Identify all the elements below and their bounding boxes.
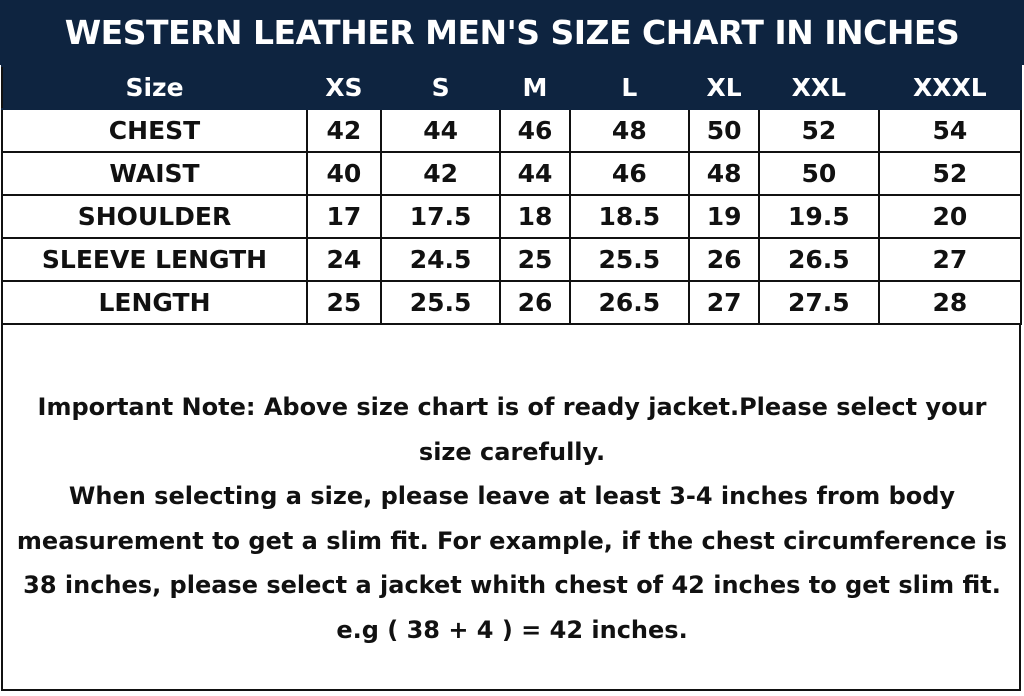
table-cell: 42: [306, 108, 382, 153]
table-cell: 26.5: [758, 237, 880, 282]
table-cell: 52: [877, 151, 1023, 196]
table-row: CHEST 42 44 46 48 50 52 54: [1, 108, 1023, 153]
table-cell: 40: [306, 151, 382, 196]
row-label: SLEEVE LENGTH: [1, 237, 308, 282]
column-header: XS: [306, 65, 382, 110]
size-table: Size XS S M L XL XXL XXXL CHEST 42 44 46 48 50 52 54 WA…: [1, 65, 1023, 325]
table-cell: 25: [499, 237, 571, 282]
table-cell: 26: [499, 280, 571, 325]
table-cell: 42: [379, 151, 502, 196]
table-row: WAIST 40 42 44 46 48 50 52: [1, 151, 1023, 196]
row-label: CHEST: [1, 108, 308, 153]
table-cell: 46: [499, 108, 571, 153]
table-cell: 48: [688, 151, 761, 196]
table-cell: 27: [688, 280, 761, 325]
table-cell: 25.5: [568, 237, 691, 282]
table-cell: 44: [379, 108, 502, 153]
column-header: XL: [688, 65, 761, 110]
row-label: WAIST: [1, 151, 308, 196]
row-label: SHOULDER: [1, 194, 308, 239]
table-cell: 19.5: [758, 194, 880, 239]
table-cell: 19: [688, 194, 761, 239]
table-cell: 52: [758, 108, 880, 153]
note-line-3: e.g ( 38 + 4 ) = 42 inches.: [336, 615, 688, 644]
table-cell: 25.5: [379, 280, 502, 325]
note-line-2: When selecting a size, please leave at l…: [16, 482, 1008, 599]
column-header: L: [568, 65, 691, 110]
table-cell: 54: [877, 108, 1023, 153]
table-cell: 18: [499, 194, 571, 239]
table-cell: 20: [877, 194, 1023, 239]
table-cell: 44: [499, 151, 571, 196]
table-header-row: Size XS S M L XL XXL XXXL: [1, 65, 1023, 110]
note-line-1: Important Note: Above size chart is of r…: [37, 393, 987, 466]
table-row: LENGTH 25 25.5 26 26.5 27 27.5 28: [1, 280, 1023, 325]
page-title: WESTERN LEATHER MEN'S SIZE CHART IN INCH…: [0, 0, 1024, 65]
table-cell: 17.5: [379, 194, 502, 239]
important-note: Important Note: Above size chart is of r…: [0, 385, 1024, 652]
table-cell: 27: [877, 237, 1023, 282]
table-cell: 50: [688, 108, 761, 153]
table-cell: 18.5: [568, 194, 691, 239]
table-cell: 50: [758, 151, 880, 196]
table-row: SLEEVE LENGTH 24 24.5 25 25.5 26 26.5 27: [1, 237, 1023, 282]
column-header: Size: [1, 65, 308, 110]
table-cell: 48: [568, 108, 691, 153]
table-cell: 25: [306, 280, 382, 325]
column-header: XXXL: [877, 65, 1023, 110]
table-cell: 46: [568, 151, 691, 196]
table-cell: 24: [306, 237, 382, 282]
column-header: S: [379, 65, 502, 110]
table-cell: 24.5: [379, 237, 502, 282]
table-cell: 26.5: [568, 280, 691, 325]
table-cell: 28: [877, 280, 1023, 325]
column-header: XXL: [758, 65, 880, 110]
column-header: M: [499, 65, 571, 110]
table-cell: 17: [306, 194, 382, 239]
table-cell: 27.5: [758, 280, 880, 325]
table-row: SHOULDER 17 17.5 18 18.5 19 19.5 20: [1, 194, 1023, 239]
row-label: LENGTH: [1, 280, 308, 325]
table-cell: 26: [688, 237, 761, 282]
